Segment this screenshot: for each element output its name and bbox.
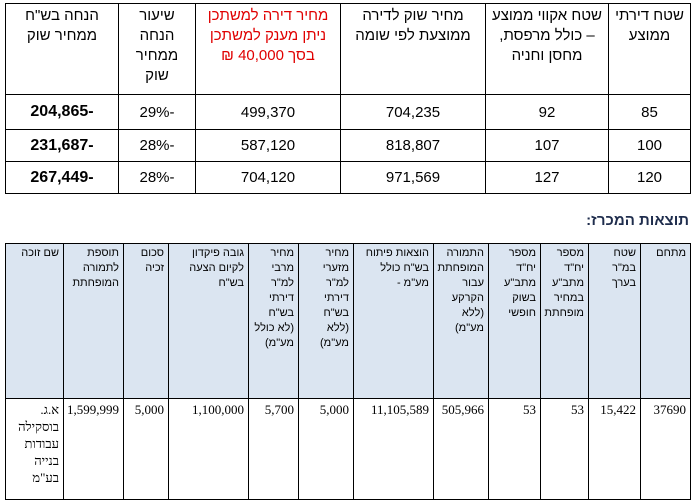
data-row: 85 92 704,235 499,370 -29% -204,865 (5, 94, 691, 130)
header-cell: מחיר דירה למשתכן ניתן מענק למשתכן בסך 40… (195, 3, 341, 95)
cell: 1,599,999 (63, 398, 124, 500)
cell: -204,865 (5, 94, 119, 130)
header-cell: שטח דירתי ממוצע (608, 3, 691, 95)
cell: 100 (608, 129, 691, 162)
results-title: תוצאות המכרז: (586, 212, 689, 229)
cell: 53 (488, 398, 541, 500)
cell: 5,000 (123, 398, 169, 500)
cell: 127 (485, 161, 609, 194)
header-cell: מספר יח"ד מתב"ע בשוק חופשי (488, 243, 541, 399)
cell: 92 (485, 94, 609, 130)
cell: 704,235 (340, 94, 486, 130)
cell: -29% (118, 94, 196, 130)
cell: -28% (118, 129, 196, 162)
header-row: שטח דירתי ממוצע שטח אקווי ממוצע – כולל מר… (5, 3, 691, 95)
header-cell: תוספת לתמורה המופחתת (63, 243, 124, 399)
header-cell: מחיר מרבי למ"ר דירתי בש"ח (לא כולל מע"מ) (248, 243, 299, 399)
cell: 107 (485, 129, 609, 162)
cell: 53 (540, 398, 589, 500)
header-cell: שטח במ"ר בערך (588, 243, 641, 399)
cell: 37690 (640, 398, 691, 500)
header-cell: שטח אקווי ממוצע – כולל מרפסת, מחסן וחניה (485, 3, 609, 95)
data-row: 120 127 971,569 704,120 -28% -267,449 (5, 161, 691, 194)
cell: 1,100,000 (168, 398, 249, 500)
cell: 120 (608, 161, 691, 194)
header-cell: מחיר מזערי למ"ר דירתי בש"ח (ללא מע"מ) (298, 243, 354, 399)
cell: 587,120 (195, 129, 341, 162)
cell: 505,966 (433, 398, 489, 500)
cell: 818,807 (340, 129, 486, 162)
header-cell: מספר יח"ד מתב"ע במחיר מופחתת (540, 243, 589, 399)
header-cell: סכום זכיה (123, 243, 169, 399)
cell: 499,370 (195, 94, 341, 130)
cell: א.ג. בוסקילה עבודות בנייה בע"מ (5, 398, 64, 500)
header-cell: הנחה בש"ח ממחיר שוק (5, 3, 119, 95)
cell: 85 (608, 94, 691, 130)
cell: 5,000 (298, 398, 354, 500)
results-table: מתחם שטח במ"ר בערך מספר יח"ד מתב"ע במחיר מ… (5, 243, 691, 500)
cell: -267,449 (5, 161, 119, 194)
data-row: 100 107 818,807 587,120 -28% -231,687 (5, 129, 691, 162)
cell: 15,422 (588, 398, 641, 500)
cell: 971,569 (340, 161, 486, 194)
data-row: 37690 15,422 53 53 505,966 11,105,589 5,000 5,7… (5, 398, 691, 500)
header-cell: מתחם (640, 243, 691, 399)
header-cell: שיעור הנחה ממחיר שוק (118, 3, 196, 95)
cell: -28% (118, 161, 196, 194)
header-cell: הוצאות פיתוח בש"ח כולל מע"מ - (353, 243, 434, 399)
cell: -231,687 (5, 129, 119, 162)
header-cell: שם זוכה (5, 243, 64, 399)
price-table: שטח דירתי ממוצע שטח אקווי ממוצע – כולל מר… (5, 3, 691, 194)
header-cell: התמורה המופחתת עבור הקרקע (ללא מע"מ) (433, 243, 489, 399)
header-cell: גובה פיקדון לקיום הצעה בש"ח (168, 243, 249, 399)
header-cell: מחיר שוק לדירה ממוצעת לפי שומה (340, 3, 486, 95)
cell: 704,120 (195, 161, 341, 194)
cell: 5,700 (248, 398, 299, 500)
header-row: מתחם שטח במ"ר בערך מספר יח"ד מתב"ע במחיר מ… (5, 243, 691, 399)
cell: 11,105,589 (353, 398, 434, 500)
